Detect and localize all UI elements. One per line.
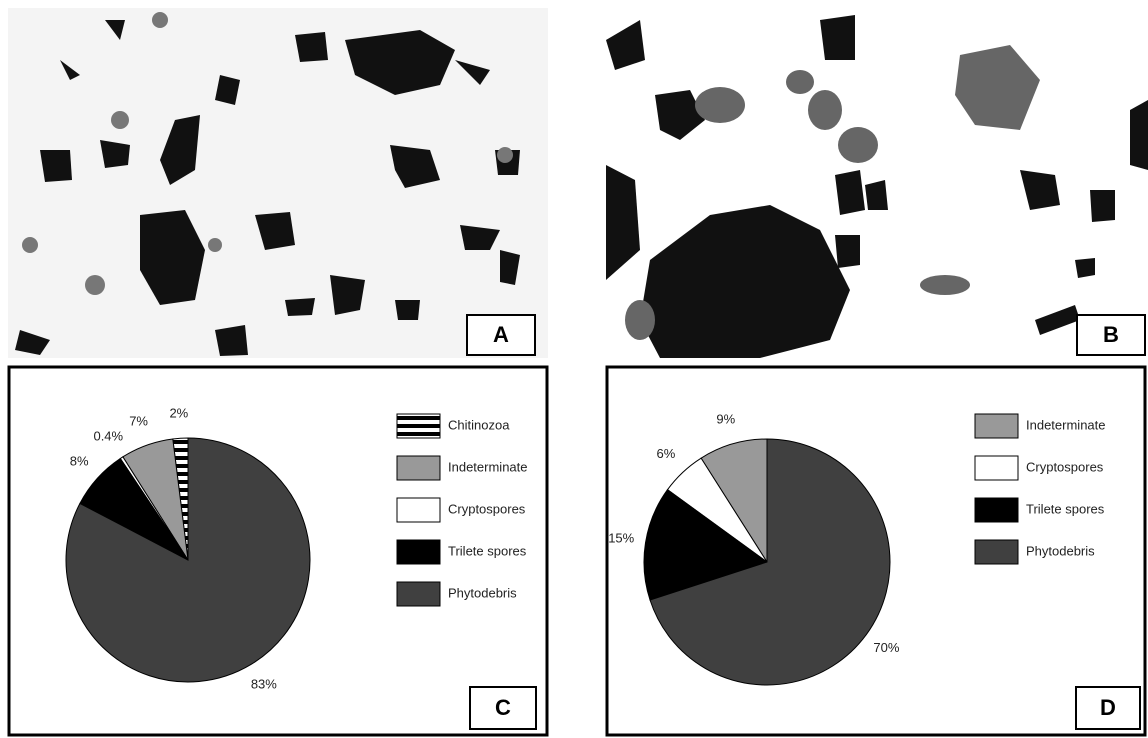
photo-b: B bbox=[606, 8, 1148, 358]
data-label: 8% bbox=[70, 454, 89, 469]
data-label: 2% bbox=[169, 405, 188, 420]
panel-label: B bbox=[1103, 322, 1119, 347]
legend-label: Indeterminate bbox=[1026, 417, 1106, 432]
legend-label: Indeterminate bbox=[448, 459, 528, 474]
panel-label: A bbox=[493, 322, 509, 347]
data-label: 6% bbox=[657, 446, 676, 461]
legend-label: Cryptospores bbox=[1026, 459, 1104, 474]
legend-swatch bbox=[975, 540, 1018, 564]
data-label: 7% bbox=[129, 414, 148, 429]
legend-label: Chitinozoa bbox=[448, 417, 510, 432]
legend-label: Cryptospores bbox=[448, 501, 526, 516]
panel-label: D bbox=[1100, 695, 1116, 720]
legend-swatch bbox=[397, 540, 440, 564]
legend-swatch bbox=[975, 414, 1018, 438]
figure: A B C D 2% 7% 0.4% bbox=[0, 0, 1148, 738]
legend-swatch bbox=[397, 498, 440, 522]
panel-label: C bbox=[495, 695, 511, 720]
data-label: 9% bbox=[716, 412, 735, 427]
data-label: 83% bbox=[251, 677, 277, 692]
legend-swatch bbox=[397, 582, 440, 606]
legend-swatch bbox=[397, 414, 440, 438]
data-label: 15% bbox=[608, 530, 634, 545]
legend-label: Trilete spores bbox=[1026, 501, 1105, 516]
data-label: 70% bbox=[873, 640, 899, 655]
photo-a: A bbox=[8, 8, 548, 358]
legend-label: Trilete spores bbox=[448, 543, 527, 558]
data-label: 0.4% bbox=[93, 429, 123, 444]
legend-swatch bbox=[975, 456, 1018, 480]
legend-label: Phytodebris bbox=[1026, 543, 1095, 558]
legend-label: Phytodebris bbox=[448, 585, 517, 600]
legend-swatch bbox=[975, 498, 1018, 522]
legend-swatch bbox=[397, 456, 440, 480]
